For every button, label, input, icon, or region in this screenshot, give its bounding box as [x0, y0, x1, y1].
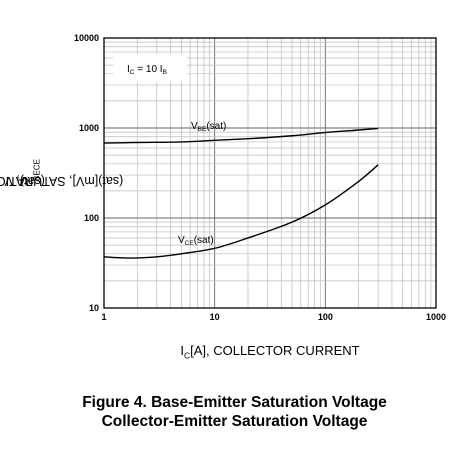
x-tick-label: 100	[318, 312, 333, 322]
chart-grid	[104, 38, 436, 308]
series-line-vbe-sat	[103, 127, 379, 144]
y-tick-label: 10	[89, 303, 99, 313]
condition-box	[113, 54, 187, 82]
x-tick-label: 1	[101, 312, 106, 322]
x-axis-label: IC[A], COLLECTOR CURRENT	[180, 343, 360, 361]
x-tick-label: 1000	[426, 312, 446, 322]
y-tick-label: 100	[84, 213, 99, 223]
figure-caption-line1: Figure 4. Base-Emitter Saturation Voltag…	[82, 394, 387, 411]
y-tick-label: 1000	[79, 123, 99, 133]
y-tick-label: 10000	[74, 33, 99, 43]
plot-frame	[103, 37, 437, 309]
x-tick-label: 10	[210, 312, 220, 322]
y-tick-labels: 10 100 1000 10000	[74, 33, 99, 313]
figure-caption-line2: Collector-Emitter Saturation Voltage	[101, 413, 368, 430]
condition-label: IC = 10 IB	[127, 64, 167, 76]
chart-series	[103, 127, 379, 259]
series-label-vbe: VBE(sat)	[191, 121, 226, 133]
series-line-vce-sat	[103, 164, 379, 259]
series-label-vce: VCE(sat)	[178, 235, 214, 247]
x-tick-labels: 1 10 100 1000	[101, 312, 446, 322]
